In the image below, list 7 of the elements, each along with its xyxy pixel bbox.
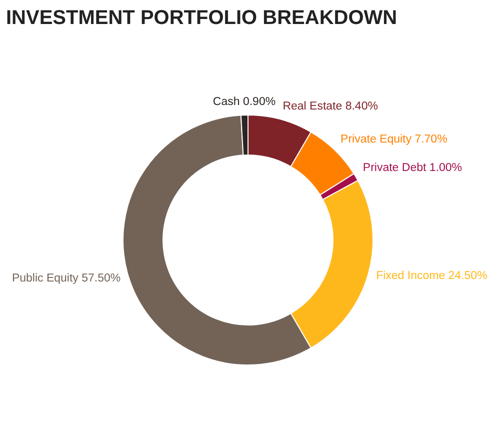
slice-label: Real Estate 8.40% — [282, 100, 378, 113]
slice-label: Fixed Income 24.50% — [376, 270, 488, 282]
slice-label: Cash 0.90% — [212, 96, 276, 108]
slice-label: Private Debt 1.00% — [362, 162, 462, 174]
chart-title: INVESTMENT PORTFOLIO BREAKDOWN — [6, 7, 398, 29]
slice-label: Private Equity 7.70% — [340, 133, 448, 146]
slice-label: Public Equity 57.50% — [12, 272, 121, 284]
